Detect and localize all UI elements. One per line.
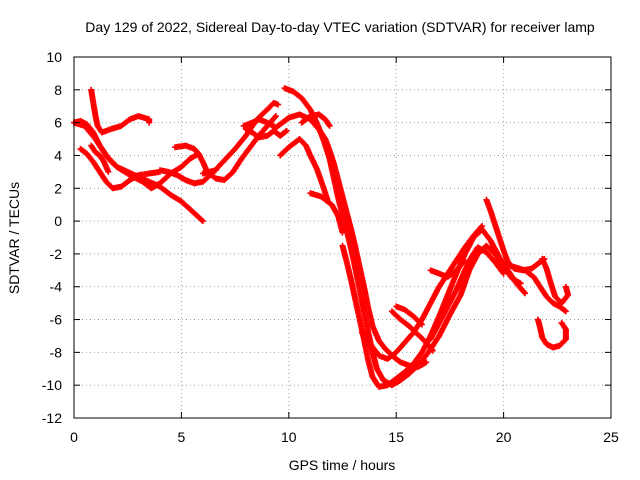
series-track-21	[539, 255, 572, 307]
series-track-24	[199, 167, 219, 177]
data-point	[275, 101, 282, 108]
series-track-11	[298, 111, 333, 129]
x-tick-label: 25	[603, 429, 619, 445]
y-tick-label: 0	[54, 213, 62, 229]
data-point	[212, 167, 219, 174]
x-tick-label: 15	[388, 429, 404, 445]
series-track-20	[500, 260, 569, 315]
y-tick-label: -6	[50, 312, 63, 328]
data-point	[522, 290, 529, 297]
series-track-23	[242, 126, 290, 141]
data-point	[460, 258, 467, 265]
data-point	[283, 127, 290, 134]
data-point	[105, 168, 112, 175]
data-point	[428, 346, 435, 353]
data-point	[429, 347, 436, 354]
data-point	[423, 359, 430, 366]
data-point	[562, 308, 569, 315]
series-track-4	[88, 86, 153, 136]
y-tick-label: 4	[54, 147, 62, 163]
data-point	[561, 307, 568, 314]
x-tick-label: 5	[178, 429, 186, 445]
data-point	[146, 119, 153, 126]
data-point	[339, 229, 346, 236]
y-tick-label: -10	[42, 377, 62, 393]
data-point	[479, 223, 486, 230]
series-track-3	[77, 145, 163, 192]
y-axis-label: SDTVAR / TECUs	[6, 182, 22, 294]
y-tick-label: -12	[42, 410, 62, 426]
data-point	[198, 217, 205, 224]
plot-frame	[73, 56, 612, 419]
data-point	[271, 114, 278, 121]
y-tick-label: -2	[50, 246, 63, 262]
series-track-19	[483, 196, 548, 274]
data-point	[521, 289, 528, 296]
data-point	[562, 283, 569, 290]
x-tick-label: 0	[70, 429, 78, 445]
data-point	[272, 113, 279, 120]
y-tick-label: 8	[54, 82, 62, 98]
data-point	[461, 257, 468, 264]
data-point	[478, 224, 485, 231]
y-tick-label: 6	[54, 115, 62, 131]
series-track-12	[307, 190, 346, 236]
y-tick-label: -4	[50, 279, 63, 295]
data-points-layer	[71, 85, 572, 390]
axis-layer: -12 -10 -8 -6 -4 -2 0 2 4 6 8 10 0 5 10 15 20 25	[42, 49, 619, 445]
data-point	[417, 320, 424, 327]
x-tick-label: 20	[496, 429, 512, 445]
data-point	[500, 270, 507, 277]
series-track-15	[388, 308, 436, 354]
data-point	[282, 128, 289, 135]
data-point	[418, 321, 425, 328]
y-tick-label: 10	[46, 49, 62, 65]
data-point	[326, 122, 333, 129]
y-tick-label: -8	[50, 344, 63, 360]
series-track-16	[393, 303, 425, 328]
series-track-8	[240, 111, 430, 371]
x-axis-label: GPS time / hours	[289, 457, 396, 473]
data-point	[558, 319, 565, 326]
chart-title: Day 129 of 2022, Sidereal Day-to-day VTE…	[85, 19, 595, 35]
x-tick-label: 10	[281, 429, 297, 445]
series-track-5	[88, 142, 112, 175]
series-track-18	[427, 257, 468, 280]
series-track-17	[427, 244, 507, 343]
y-tick-label: 2	[54, 180, 62, 196]
data-point	[199, 218, 206, 225]
series-track-22	[534, 316, 569, 351]
